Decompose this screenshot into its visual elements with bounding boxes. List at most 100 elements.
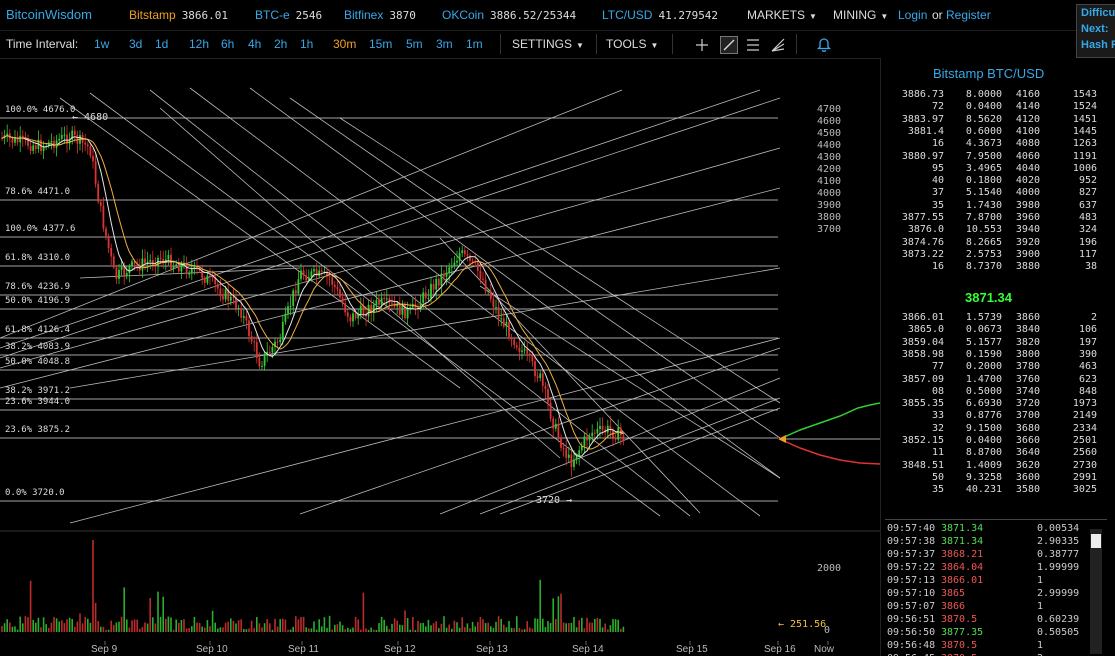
scrollbar-thumb[interactable]	[1091, 534, 1101, 548]
interval-5m[interactable]: 5m	[406, 37, 423, 51]
bell-icon[interactable]	[817, 37, 831, 52]
orderbook-row[interactable]: 3848.51 1.4009 3620 2730	[887, 460, 1097, 472]
ticker-okcoin[interactable]: OKCoin 3886.52/25344	[442, 8, 576, 22]
candle-body	[541, 373, 544, 386]
interval-1d[interactable]: 1d	[155, 37, 169, 51]
orderbook-row[interactable]: 37 5.1540 4000 827	[887, 187, 1097, 199]
settings-menu[interactable]: SETTINGS ▼	[512, 37, 584, 51]
interval-2h[interactable]: 2h	[274, 37, 288, 51]
orderbook-row[interactable]: 08 0.5000 3740 848	[887, 386, 1097, 398]
orderbook-row[interactable]: 16 4.3673 4080 1263	[887, 138, 1097, 150]
orderbook-row[interactable]: 3874.76 8.2665 3920 196	[887, 237, 1097, 249]
fib-level-label: 61.8% 4310.0	[5, 253, 70, 263]
volume-bar	[19, 616, 21, 632]
orderbook-row[interactable]: 16 8.7370 3880 38	[887, 261, 1097, 273]
trade-row: 09:57:10 3865 2.99999	[887, 588, 1087, 601]
ticker-ltcusd[interactable]: LTC/USD 41.279542	[602, 8, 718, 22]
volume-bar	[102, 626, 105, 632]
candle-body	[315, 269, 318, 277]
orderbook-row[interactable]: 77 0.2000 3780 463	[887, 361, 1097, 373]
interval-15m[interactable]: 15m	[369, 37, 393, 51]
candle-body	[492, 299, 495, 308]
orderbook-row[interactable]: 3859.04 5.1577 3820 197	[887, 337, 1097, 349]
orderbook-row[interactable]: 3886.73 8.0000 4160 1543	[887, 89, 1097, 101]
orderbook-row[interactable]: 3857.09 1.4700 3760 623	[887, 374, 1097, 386]
orderbook-row[interactable]: 72 0.0400 4140 1524	[887, 101, 1097, 113]
orderbook-cell: 827	[1078, 187, 1097, 199]
register-link[interactable]: Register	[946, 8, 991, 22]
orderbook-row[interactable]: 3858.98 0.1590 3800 390	[887, 349, 1097, 361]
candle-body	[500, 318, 503, 320]
orderbook-cell: 3881.4	[907, 125, 944, 137]
x-tick-label: Sep 14	[572, 644, 604, 655]
orderbook-row[interactable]: 40 0.1800 4020 952	[887, 175, 1097, 187]
candle-body	[55, 140, 58, 148]
volume-bar	[380, 616, 383, 632]
candle-body	[534, 361, 536, 377]
interval-1h[interactable]: 1h	[300, 37, 314, 51]
ticker-btce[interactable]: BTC-e 2546	[255, 8, 322, 22]
crosshair-icon[interactable]	[695, 38, 709, 52]
mining-menu[interactable]: MINING ▼	[833, 8, 888, 22]
ticker-bitstamp[interactable]: Bitstamp 3866.01	[129, 8, 228, 22]
orderbook-row[interactable]: 3866.01 1.5739 3860 2	[887, 312, 1097, 324]
fib-level-label: 23.6% 3944.0	[5, 397, 70, 407]
orderbook-cell: 50	[931, 471, 944, 483]
candle-body	[245, 316, 248, 321]
fan-tool-icon[interactable]	[771, 38, 785, 52]
orderbook-cell: 1.4009	[965, 459, 1002, 471]
markets-menu[interactable]: MARKETS ▼	[747, 8, 817, 22]
orderbook-row[interactable]: 3852.15 0.0400 3660 2501	[887, 435, 1097, 447]
volume-bar	[344, 629, 346, 632]
brand-logo[interactable]: BitcoinWisdom	[6, 7, 92, 22]
orderbook-row[interactable]: 3880.97 7.9500 4060 1191	[887, 151, 1097, 163]
line-tool-icon[interactable]	[720, 36, 738, 54]
candle-body	[255, 342, 258, 358]
volume-bar	[94, 602, 97, 632]
volume-bar	[136, 619, 138, 632]
interval-12h[interactable]: 12h	[189, 37, 210, 51]
orderbook-row[interactable]: 50 9.3258 3600 2991	[887, 472, 1097, 484]
difficulty-box[interactable]: Difficu Next: Hash R	[1076, 4, 1115, 58]
orderbook-row[interactable]: 32 9.1500 3680 2334	[887, 423, 1097, 435]
orderbook-cell: 3780	[1015, 361, 1040, 373]
hashrate-label: Hash R	[1081, 39, 1115, 51]
ticker-bitfinex[interactable]: Bitfinex 3870	[344, 8, 416, 22]
login-link[interactable]: Login	[898, 8, 928, 22]
interval-4h[interactable]: 4h	[248, 37, 262, 51]
orderbook-row[interactable]: 35 40.231 3580 3025	[887, 484, 1097, 496]
fib-retracement-icon[interactable]	[746, 38, 760, 52]
volume-bar	[565, 623, 567, 632]
candle-body	[575, 456, 578, 460]
orderbook-cell: 117	[1078, 248, 1097, 260]
orderbook-cell: 9.3258	[965, 471, 1002, 483]
candle-body	[437, 278, 440, 286]
orderbook-row[interactable]: 95 3.4965 4040 1006	[887, 163, 1097, 175]
interval-1w[interactable]: 1w	[94, 37, 110, 51]
orderbook-row[interactable]: 3881.4 0.6000 4100 1445	[887, 126, 1097, 138]
tools-menu[interactable]: TOOLS ▼	[606, 37, 658, 51]
volume-bar	[383, 619, 385, 632]
trades-scrollbar[interactable]	[1090, 529, 1102, 654]
orderbook-row[interactable]: 3883.97 8.5620 4120 1451	[887, 114, 1097, 126]
orderbook-cell: 3860	[1015, 312, 1040, 323]
candle-body	[206, 275, 209, 283]
interval-3d[interactable]: 3d	[129, 37, 143, 51]
orderbook-row[interactable]: 3865.0 0.0673 3840 106	[887, 324, 1097, 336]
interval-3m[interactable]: 3m	[436, 37, 453, 51]
orderbook-row[interactable]: 3876.0 10.553 3940 324	[887, 224, 1097, 236]
interval-1m[interactable]: 1m	[466, 37, 483, 51]
orderbook-row[interactable]: 3855.35 6.6930 3720 1973	[887, 398, 1097, 410]
volume-bar	[292, 626, 294, 632]
orderbook-row[interactable]: 3877.55 7.8700 3960 483	[887, 212, 1097, 224]
interval-30m[interactable]: 30m	[333, 37, 357, 51]
candle-body	[216, 284, 219, 289]
interval-6h[interactable]: 6h	[221, 37, 235, 51]
orderbook-row[interactable]: 33 0.8776 3700 2149	[887, 410, 1097, 422]
candle-body	[248, 320, 250, 337]
orderbook-row[interactable]: 11 8.8700 3640 2560	[887, 447, 1097, 459]
orderbook-row[interactable]: 35 1.7430 3980 637	[887, 200, 1097, 212]
volume-bar	[42, 617, 45, 632]
price-chart[interactable]: 4700460045004400430042004100400039003800…	[0, 58, 880, 656]
orderbook-row[interactable]: 3873.22 2.5753 3900 117	[887, 249, 1097, 261]
